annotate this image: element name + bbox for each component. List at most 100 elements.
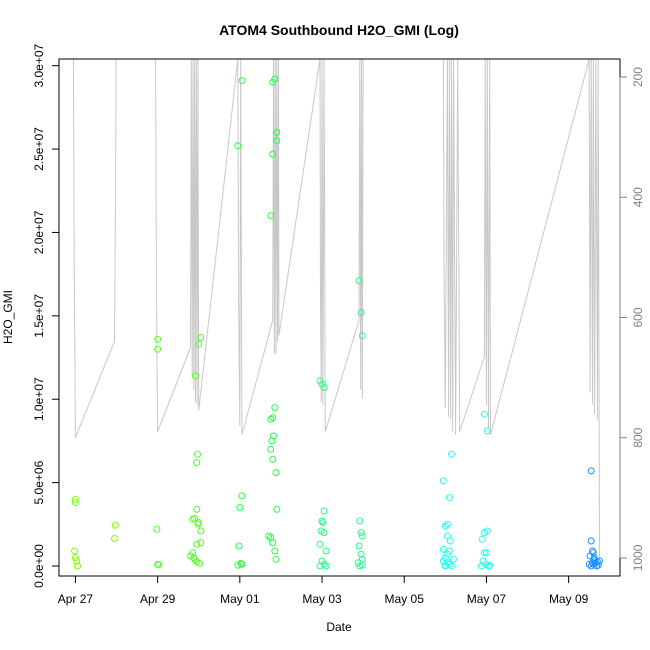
- data-point: [271, 404, 279, 412]
- data-point: [445, 560, 453, 568]
- data-point: [273, 505, 281, 513]
- data-point: [269, 455, 277, 463]
- x-tick-label: May 03: [302, 592, 342, 606]
- data-point: [587, 562, 595, 570]
- data-point: [483, 427, 491, 435]
- data-point: [271, 75, 279, 83]
- data-point: [234, 142, 242, 150]
- data-point: [195, 340, 203, 348]
- data-point: [191, 372, 199, 380]
- x-tick-label: Apr 29: [140, 592, 176, 606]
- data-point: [356, 517, 364, 525]
- data-point: [269, 150, 277, 158]
- data-point: [486, 561, 494, 569]
- data-point: [270, 432, 277, 440]
- data-point: [589, 560, 597, 568]
- data-point: [485, 562, 492, 570]
- x-tick-label: May 01: [220, 592, 260, 606]
- data-point: [445, 494, 453, 502]
- data-point: [71, 499, 79, 507]
- data-point: [111, 521, 119, 529]
- data-point: [155, 561, 163, 569]
- data-point: [358, 332, 366, 340]
- data-point: [197, 334, 205, 341]
- y2-tick-label: 600: [631, 307, 645, 327]
- y-tick-label: 5.0e+06: [32, 460, 46, 504]
- data-point: [234, 561, 242, 569]
- data-point: [190, 554, 198, 562]
- data-point: [357, 550, 365, 558]
- data-point: [71, 547, 79, 555]
- data-point: [238, 492, 246, 500]
- data-point: [587, 467, 595, 475]
- data-point: [74, 562, 81, 570]
- data-point: [268, 437, 276, 445]
- x-tick-label: May 09: [549, 592, 589, 606]
- data-point: [271, 547, 279, 555]
- data-point: [593, 562, 601, 570]
- data-point: [320, 384, 328, 391]
- pressure-track-line: [72, 58, 600, 559]
- data-point: [269, 539, 277, 547]
- y-tick-label: 2.0e+07: [32, 210, 46, 254]
- data-point: [273, 137, 281, 145]
- data-point: [590, 555, 598, 563]
- data-point: [587, 537, 595, 545]
- data-point: [194, 520, 202, 528]
- data-point: [267, 212, 275, 220]
- data-point: [272, 555, 280, 563]
- data-point: [319, 519, 327, 527]
- plot-frame: [58, 58, 621, 577]
- data-point: [196, 560, 204, 567]
- data-point: [357, 529, 365, 537]
- data-point: [441, 562, 449, 570]
- x-axis: Apr 27 Apr 29 May 01 May 03 May 05 May 07 May …: [58, 575, 589, 606]
- data-point: [358, 532, 366, 540]
- data-point: [193, 505, 201, 513]
- y-tick-label: 1.5e+07: [32, 294, 46, 338]
- data-point: [193, 540, 201, 548]
- data-point: [483, 527, 491, 535]
- data-point: [320, 507, 328, 515]
- data-point: [480, 549, 488, 557]
- y2-tick-label: 200: [631, 67, 645, 87]
- x-axis-label: Date: [326, 620, 352, 634]
- data-point: [197, 539, 205, 547]
- data-point: [585, 560, 593, 568]
- data-point: [450, 555, 457, 563]
- pressure-track: [72, 58, 600, 559]
- data-point: [446, 537, 454, 545]
- y2-tick-label: 1000: [631, 544, 645, 571]
- data-point: [357, 309, 365, 316]
- data-point: [445, 547, 453, 555]
- data-point: [478, 562, 485, 570]
- y-axis-label: H2O_GMI: [1, 290, 15, 344]
- data-point: [193, 459, 201, 467]
- data-point: [273, 128, 281, 136]
- y-tick-label: 2.5e+07: [32, 127, 46, 171]
- x-tick-label: Apr 27: [58, 592, 94, 606]
- data-point: [443, 520, 451, 528]
- data-point: [482, 549, 490, 557]
- data-point: [355, 277, 363, 285]
- y2-axis: 200 400 600 800 1000: [619, 67, 645, 571]
- data-point: [236, 504, 244, 512]
- data-point: [267, 445, 275, 453]
- data-point: [73, 557, 81, 565]
- data-point: [272, 469, 280, 477]
- data-point: [439, 545, 447, 553]
- y-axis: 0.0e+00 5.0e+06 1.0e+07 1.5e+07 2.0e+07 2.5e+…: [32, 43, 60, 588]
- data-points: [71, 75, 603, 570]
- data-point: [238, 77, 246, 85]
- data-point: [154, 345, 162, 353]
- data-point: [439, 477, 447, 485]
- data-point: [235, 542, 243, 550]
- data-point: [191, 515, 199, 522]
- data-point: [448, 450, 455, 458]
- data-point: [154, 335, 162, 343]
- y-tick-label: 3.0e+07: [32, 43, 46, 87]
- y2-tick-label: 400: [631, 187, 645, 207]
- x-tick-label: May 05: [385, 592, 425, 606]
- chart-title: ATOM4 Southbound H2O_GMI (Log): [219, 22, 459, 38]
